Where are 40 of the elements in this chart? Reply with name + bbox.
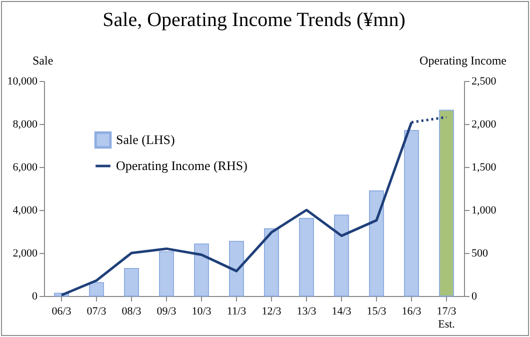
x-tick-label: 17/3 Est.: [436, 306, 457, 330]
bar: [194, 243, 209, 296]
legend-label: Operating Income (RHS): [116, 158, 248, 173]
x-tick-label: 11/3: [226, 306, 247, 318]
x-tick-label: 10/3: [192, 306, 212, 318]
bar: [404, 130, 419, 296]
y2-tick-label: 1,500: [472, 162, 497, 174]
y-tick-label: 8,000: [12, 118, 38, 130]
bar: [264, 228, 279, 296]
x-tick-label: 13/3: [296, 306, 317, 318]
x-tick-label: 08/3: [122, 306, 142, 318]
y-tick-label: 0: [32, 290, 38, 302]
x-tick-label: 15/3: [366, 306, 387, 318]
y2-tick-label: 0: [472, 290, 478, 302]
bar: [439, 110, 454, 296]
bar: [159, 251, 174, 296]
y2-tick-label: 1,000: [472, 204, 497, 216]
x-tick-label: 16/3: [402, 306, 422, 318]
y-tick-label: 4,000: [12, 204, 38, 216]
y-tick-label: 10,000: [7, 76, 38, 88]
bar: [229, 240, 244, 296]
y-tick-label: 6,000: [12, 162, 38, 174]
bar: [369, 190, 384, 296]
x-tick-label: 12/3: [262, 306, 282, 318]
legend-label: Sale (LHS): [116, 132, 175, 147]
bar: [89, 282, 104, 296]
x-tick-label: 14/3: [332, 306, 352, 318]
x-tick-label: 06/3: [52, 306, 72, 318]
x-tick-label: 09/3: [156, 306, 177, 318]
bar: [299, 218, 314, 296]
chart-title: Sale, Operating Income Trends (¥mn): [102, 9, 406, 31]
x-tick-label: 07/3: [86, 306, 107, 318]
y-axis-title: Sale: [32, 54, 54, 68]
y2-tick-label: 500: [472, 248, 488, 260]
bar: [124, 268, 139, 296]
y2-tick-label: 2,500: [472, 76, 497, 88]
y2-axis-title: Operating Income: [420, 54, 506, 68]
bar: [334, 214, 349, 296]
y2-tick-label: 2,000: [472, 118, 497, 130]
y-tick-label: 2,000: [12, 248, 38, 260]
